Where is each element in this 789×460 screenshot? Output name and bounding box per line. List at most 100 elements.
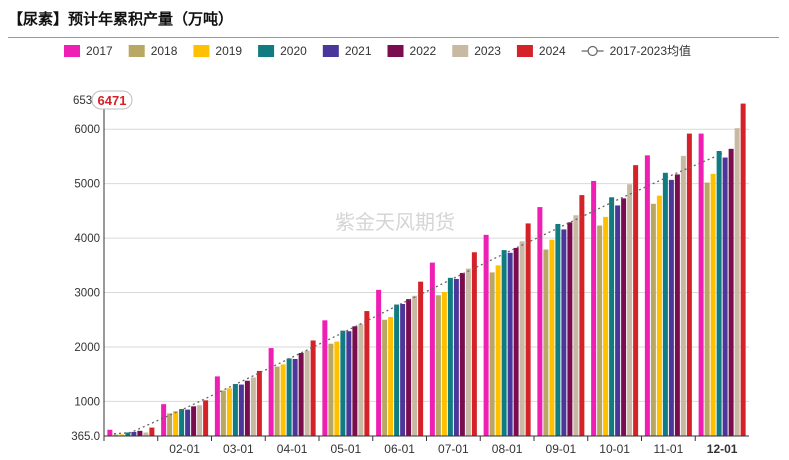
- bar-2024-03-01: [256, 370, 262, 436]
- bar-2024-09-01: [579, 195, 585, 436]
- bar-2021-06-01: [400, 303, 406, 436]
- bar-2017-08-01: [483, 234, 489, 436]
- legend-item-2017[interactable]: 2017: [64, 44, 113, 58]
- legend-label: 2021: [345, 44, 372, 58]
- title-divider: [8, 37, 779, 38]
- bar-2021-07-01: [453, 278, 459, 436]
- bar-2024-05-01: [364, 311, 370, 436]
- bar-2022-01-01: [137, 430, 143, 436]
- bar-2024-12-01: [740, 103, 746, 436]
- bar-2024-06-01: [418, 281, 424, 436]
- bar-2021-04-01: [292, 358, 298, 436]
- bar-2017-06-01: [376, 289, 382, 436]
- legend-item-2022[interactable]: 2022: [387, 44, 437, 58]
- bar-2019-11-01: [656, 195, 662, 436]
- bar-2021-10-01: [615, 205, 621, 436]
- bar-2022-06-01: [406, 299, 412, 436]
- bar-2023-07-01: [465, 268, 471, 436]
- legend-item-2024[interactable]: 2024: [516, 44, 566, 58]
- y-tick-label: 4000: [74, 233, 100, 245]
- bar-2018-05-01: [328, 343, 334, 436]
- bars: [107, 103, 746, 437]
- bar-2023-06-01: [412, 295, 418, 436]
- legend-label: 2023: [474, 44, 501, 58]
- bar-2020-02-01: [179, 409, 185, 436]
- y-min-label: 365.0: [71, 431, 100, 443]
- gridlines: [104, 128, 749, 402]
- bar-2020-11-01: [662, 172, 668, 437]
- bar-2017-11-01: [644, 155, 650, 436]
- bar-2022-12-01: [728, 148, 734, 436]
- watermark-text: 紫金天风期货: [335, 210, 455, 234]
- bar-2020-09-01: [555, 223, 561, 436]
- bar-2018-03-01: [220, 390, 226, 436]
- legend-item-average[interactable]: 2017-2023均值: [581, 43, 691, 58]
- legend-label: 2022: [410, 44, 437, 58]
- bar-2023-01-01: [143, 432, 149, 436]
- bar-2019-09-01: [549, 239, 555, 436]
- bar-2023-04-01: [304, 350, 310, 436]
- bar-2019-02-01: [173, 411, 179, 436]
- bar-2017-04-01: [268, 348, 274, 436]
- bar-2024-11-01: [686, 133, 692, 436]
- x-tick-label: 11-01: [653, 442, 683, 456]
- bar-2024-10-01: [633, 165, 639, 436]
- legend-label: 2017: [86, 44, 113, 58]
- bar-2018-04-01: [274, 366, 280, 436]
- bar-2019-07-01: [441, 292, 447, 436]
- bar-2020-07-01: [447, 277, 453, 436]
- axis-labels: 1000 2000 3000 4000 5000 6000 365.0 653 6471 02-0…: [71, 90, 738, 456]
- bar-2017-01-01: [107, 429, 113, 436]
- legend-swatch: [64, 45, 80, 57]
- bar-2022-09-01: [567, 222, 573, 436]
- bar-2019-03-01: [226, 388, 232, 436]
- highlight-value-label: 6471: [98, 93, 127, 108]
- bar-2020-01-01: [125, 432, 131, 436]
- bar-2017-05-01: [322, 320, 328, 436]
- x-tick-label: 09-01: [546, 442, 577, 456]
- legend-swatch: [128, 45, 145, 57]
- bar-2019-10-01: [603, 216, 609, 436]
- bar-2017-09-01: [537, 207, 543, 436]
- y-tick-label: 5000: [74, 179, 100, 191]
- legend-swatch: [387, 45, 404, 57]
- bar-2018-12-01: [704, 182, 710, 436]
- bar-2017-02-01: [161, 404, 167, 436]
- bar-2019-04-01: [280, 364, 286, 436]
- legend-item-2019[interactable]: 2019: [193, 44, 242, 58]
- bar-2022-05-01: [352, 326, 358, 436]
- legend-item-2021[interactable]: 2021: [322, 44, 372, 58]
- y-tick-label: 2000: [74, 342, 100, 354]
- bar-2022-10-01: [621, 198, 627, 436]
- axes: [103, 92, 749, 441]
- bar-2021-02-01: [185, 409, 191, 436]
- bar-2024-01-01: [149, 427, 155, 436]
- bar-2021-11-01: [668, 179, 674, 436]
- bar-2020-10-01: [609, 197, 615, 436]
- legend[interactable]: 2017 2018 2019 2020 2021 2022 2023 2024 2017-202…: [64, 43, 691, 58]
- y-max-label: 653: [73, 95, 92, 107]
- x-tick-label: 12-01: [707, 442, 738, 456]
- bar-2017-12-01: [698, 133, 704, 436]
- bar-2019-08-01: [495, 265, 501, 436]
- x-tick-label: 06-01: [384, 442, 415, 456]
- bar-2023-08-01: [519, 241, 525, 436]
- bar-2024-02-01: [203, 400, 209, 436]
- average-line: [113, 153, 723, 435]
- highlight-badge: [91, 90, 133, 110]
- legend-item-2023[interactable]: 2023: [452, 44, 501, 58]
- legend-marker: [587, 45, 598, 57]
- legend-label: 2020: [280, 44, 307, 58]
- bar-2023-09-01: [573, 215, 579, 436]
- bar-2019-06-01: [388, 317, 394, 436]
- bar-2022-08-01: [513, 247, 519, 436]
- legend-item-2018[interactable]: 2018: [128, 44, 178, 58]
- bar-2018-07-01: [435, 295, 441, 436]
- bar-2023-02-01: [197, 405, 203, 436]
- x-tick-label: 04-01: [277, 442, 308, 456]
- legend-item-2020[interactable]: 2020: [258, 44, 307, 58]
- bar-2020-12-01: [716, 151, 722, 437]
- bar-2018-10-01: [597, 225, 603, 436]
- y-tick-label: 6000: [74, 124, 100, 136]
- x-tick-label: 02-01: [169, 442, 200, 456]
